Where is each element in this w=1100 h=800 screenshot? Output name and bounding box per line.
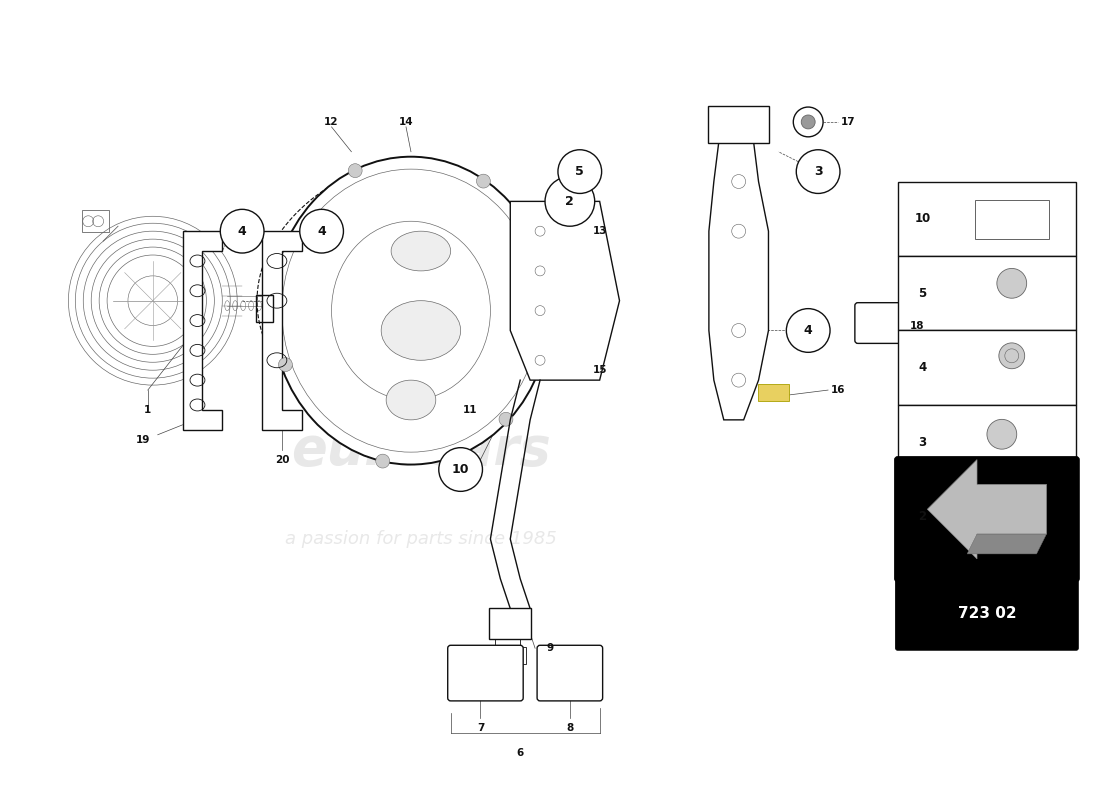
Polygon shape [183, 231, 222, 430]
Text: 15: 15 [593, 366, 607, 375]
Ellipse shape [272, 157, 550, 465]
Text: eurocars: eurocars [292, 424, 551, 476]
Circle shape [299, 210, 343, 253]
FancyBboxPatch shape [894, 457, 1079, 582]
Text: 723 02: 723 02 [958, 606, 1016, 621]
FancyBboxPatch shape [855, 302, 911, 343]
FancyBboxPatch shape [758, 384, 790, 401]
Text: a passion for parts since 1985: a passion for parts since 1985 [285, 530, 557, 548]
Text: 12: 12 [324, 117, 339, 127]
Text: 10: 10 [914, 212, 931, 226]
Bar [898, 479, 1076, 554]
Circle shape [796, 150, 840, 194]
Text: 1: 1 [144, 405, 152, 415]
Circle shape [1000, 493, 1024, 517]
Circle shape [997, 269, 1026, 298]
Polygon shape [262, 231, 301, 430]
Text: 13: 13 [593, 226, 607, 236]
FancyBboxPatch shape [708, 106, 770, 142]
Circle shape [558, 150, 602, 194]
Ellipse shape [386, 380, 436, 420]
FancyBboxPatch shape [537, 646, 603, 701]
Text: 18: 18 [910, 321, 925, 330]
Text: 14: 14 [398, 117, 414, 127]
Circle shape [801, 115, 815, 129]
FancyBboxPatch shape [490, 647, 526, 664]
Text: 4: 4 [918, 362, 926, 374]
Polygon shape [510, 202, 619, 380]
Text: 4: 4 [804, 324, 813, 337]
Circle shape [999, 343, 1025, 369]
Bar [898, 182, 1076, 256]
Polygon shape [708, 142, 769, 420]
Text: 4: 4 [317, 225, 326, 238]
Text: 8: 8 [566, 722, 573, 733]
Circle shape [499, 412, 513, 426]
FancyBboxPatch shape [490, 607, 531, 639]
Circle shape [439, 448, 483, 491]
Circle shape [278, 358, 293, 371]
Circle shape [793, 107, 823, 137]
FancyBboxPatch shape [895, 577, 1078, 650]
Text: 6: 6 [517, 747, 524, 758]
Text: 9: 9 [547, 643, 553, 654]
Text: 2: 2 [918, 510, 926, 523]
Text: 2: 2 [565, 195, 574, 208]
Polygon shape [967, 534, 1046, 554]
Circle shape [786, 309, 830, 352]
Circle shape [476, 174, 491, 188]
Text: 3: 3 [814, 165, 823, 178]
Circle shape [521, 230, 536, 244]
Text: 16: 16 [830, 385, 845, 395]
Circle shape [349, 164, 362, 178]
Text: 5: 5 [918, 286, 926, 300]
Text: 11: 11 [463, 405, 477, 415]
Bar [898, 405, 1076, 479]
Text: 19: 19 [135, 434, 150, 445]
Ellipse shape [392, 231, 451, 271]
Circle shape [544, 177, 595, 226]
Text: 3: 3 [918, 436, 926, 449]
Text: 10: 10 [452, 463, 470, 476]
Bar [898, 256, 1076, 330]
Text: 17: 17 [840, 117, 855, 127]
Text: 7: 7 [476, 722, 484, 733]
Circle shape [376, 454, 389, 468]
Text: 5: 5 [575, 165, 584, 178]
Text: 4: 4 [238, 225, 246, 238]
Ellipse shape [382, 301, 461, 360]
Polygon shape [927, 459, 1046, 559]
Circle shape [987, 419, 1016, 449]
Bar [898, 330, 1076, 405]
Circle shape [220, 210, 264, 253]
FancyBboxPatch shape [448, 646, 524, 701]
Text: 20: 20 [275, 454, 289, 465]
